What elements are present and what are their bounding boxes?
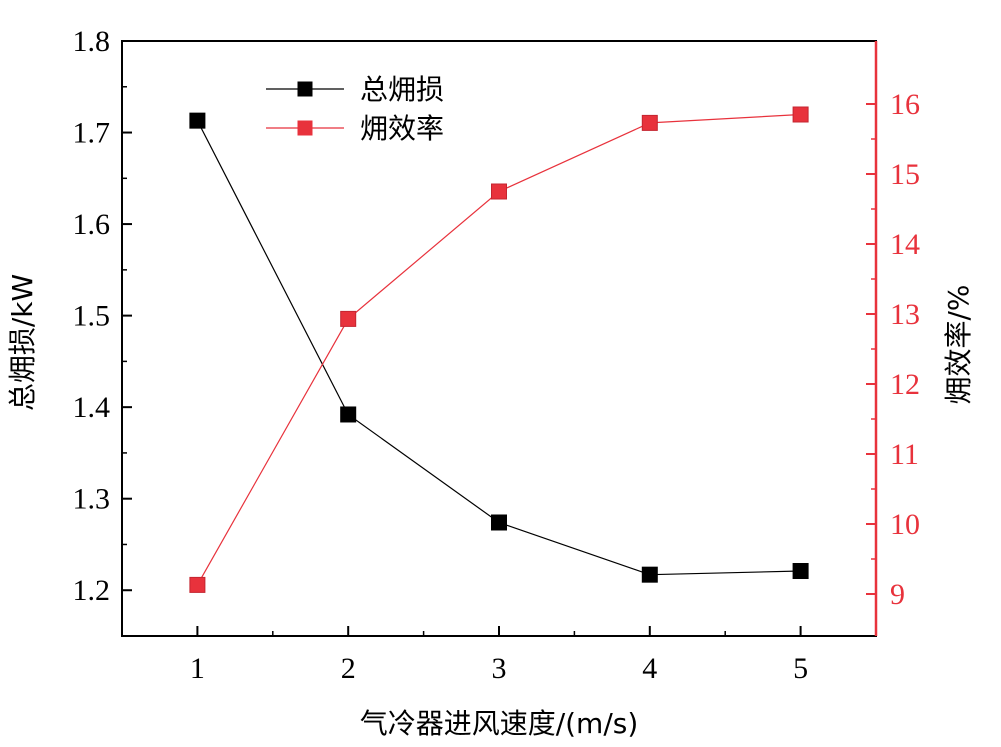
right-tick-label: 16 (890, 88, 920, 121)
right-tick-label: 11 (890, 438, 919, 471)
data-point (792, 563, 809, 580)
left-tick-label: 1.6 (73, 208, 111, 241)
minor-ticks (122, 86, 876, 636)
left-axis-title: 总㶲损/kW (6, 274, 39, 411)
x-axis-title: 气冷器进风速度/(m/s) (360, 707, 639, 740)
right-tick-label: 12 (890, 368, 920, 401)
left-tick-label: 1.7 (73, 117, 111, 150)
x-tick-label: 2 (341, 652, 356, 685)
legend-item-exergy-efficiency: 㶲效率 (266, 112, 444, 145)
right-axis-title: 㶲效率/% (942, 284, 975, 404)
legend-marker-exergy-efficiency (297, 120, 313, 136)
x-tick-label: 5 (793, 652, 808, 685)
series-layer (189, 106, 809, 593)
series-exergy-loss (189, 112, 809, 583)
legend-label-exergy-loss: 总㶲损 (360, 73, 444, 106)
x-tick-label: 1 (190, 652, 205, 685)
right-tick-label: 10 (890, 508, 920, 541)
x-tick-label: 4 (642, 652, 657, 685)
data-point (340, 310, 357, 327)
data-point (491, 514, 507, 531)
legend-marker-exergy-loss (297, 81, 313, 97)
x-axis: 1 2 3 4 5 (190, 626, 808, 685)
legend: 总㶲损 㶲效率 (266, 73, 444, 145)
left-axis: 1.2 1.3 1.4 1.5 1.6 1.7 1.8 (73, 25, 132, 607)
legend-label-exergy-efficiency: 㶲效率 (360, 112, 444, 145)
right-tick-label: 13 (890, 298, 920, 331)
data-point (189, 576, 206, 593)
data-point (792, 106, 809, 123)
left-tick-label: 1.8 (73, 25, 111, 58)
data-point (491, 183, 507, 200)
data-point (641, 566, 658, 583)
x-tick-label: 3 (492, 652, 507, 685)
series-exergy-efficiency (189, 106, 809, 593)
right-axis: 9 10 11 12 13 14 15 16 (866, 88, 920, 611)
right-tick-label: 14 (890, 228, 920, 261)
left-tick-label: 1.2 (73, 574, 111, 607)
left-tick-label: 1.4 (73, 391, 111, 424)
data-point (641, 114, 658, 131)
left-tick-label: 1.3 (73, 483, 111, 516)
left-tick-label: 1.5 (73, 300, 111, 333)
data-point (189, 112, 206, 129)
right-tick-label: 15 (890, 158, 920, 191)
right-tick-label: 9 (890, 578, 905, 611)
legend-item-exergy-loss: 总㶲损 (266, 73, 444, 106)
data-point (340, 406, 357, 423)
plot-frame (121, 40, 877, 637)
